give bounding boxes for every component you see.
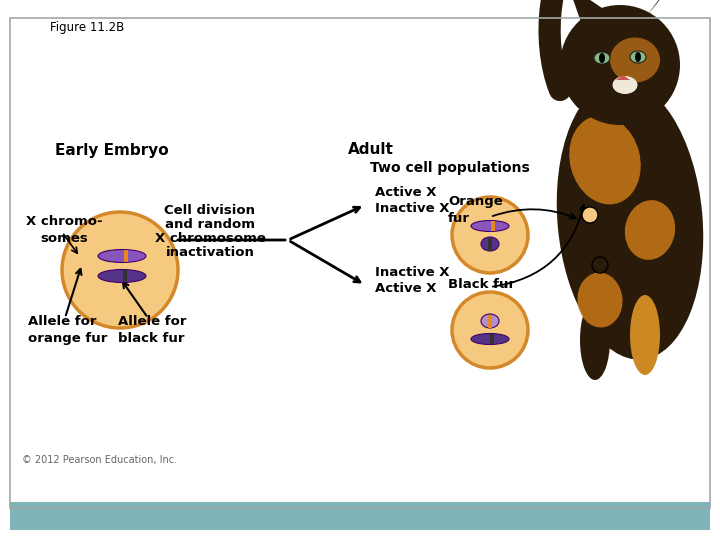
Ellipse shape [557,80,703,360]
Text: Adult: Adult [348,143,394,158]
Ellipse shape [635,52,641,62]
Ellipse shape [577,273,623,327]
Text: Allele for
black fur: Allele for black fur [118,315,186,345]
FancyBboxPatch shape [488,314,492,327]
Bar [10,502,710,530]
Ellipse shape [610,37,660,83]
Text: Active X: Active X [375,186,436,199]
Text: Active X: Active X [375,281,436,294]
Ellipse shape [630,295,660,375]
Text: Black fur: Black fur [448,279,515,292]
Circle shape [560,5,680,125]
Text: X chromo-
somes: X chromo- somes [26,215,103,245]
Circle shape [452,292,528,368]
Text: Allele for
orange fur: Allele for orange fur [28,315,107,345]
Circle shape [62,212,178,328]
Text: X chromosome: X chromosome [155,233,266,246]
FancyBboxPatch shape [488,238,492,251]
Ellipse shape [471,334,509,345]
Ellipse shape [481,314,499,328]
Ellipse shape [98,249,146,262]
Circle shape [452,197,528,273]
Ellipse shape [570,116,641,205]
Text: © 2012 Pearson Education, Inc.: © 2012 Pearson Education, Inc. [22,455,177,465]
FancyBboxPatch shape [124,250,127,262]
Text: Cell division: Cell division [164,205,256,218]
Circle shape [582,207,598,223]
Text: Two cell populations: Two cell populations [370,161,530,175]
Text: and random: and random [165,219,255,232]
Text: Figure 11.2B: Figure 11.2B [50,21,125,33]
Ellipse shape [599,53,605,63]
FancyBboxPatch shape [490,334,494,344]
Ellipse shape [98,269,146,282]
Polygon shape [616,75,630,80]
Text: Orange
fur: Orange fur [448,195,503,225]
Ellipse shape [580,300,610,380]
Ellipse shape [481,237,499,251]
FancyBboxPatch shape [491,221,495,231]
Text: inactivation: inactivation [166,246,254,260]
Ellipse shape [630,51,646,63]
Polygon shape [645,0,672,18]
Ellipse shape [594,52,610,64]
Text: Inactive X: Inactive X [375,266,449,279]
Ellipse shape [471,220,509,232]
Ellipse shape [625,200,675,260]
Polygon shape [568,0,602,25]
FancyBboxPatch shape [123,270,127,282]
Ellipse shape [613,76,637,94]
Text: Early Embryo: Early Embryo [55,143,168,158]
Text: Inactive X: Inactive X [375,201,449,214]
